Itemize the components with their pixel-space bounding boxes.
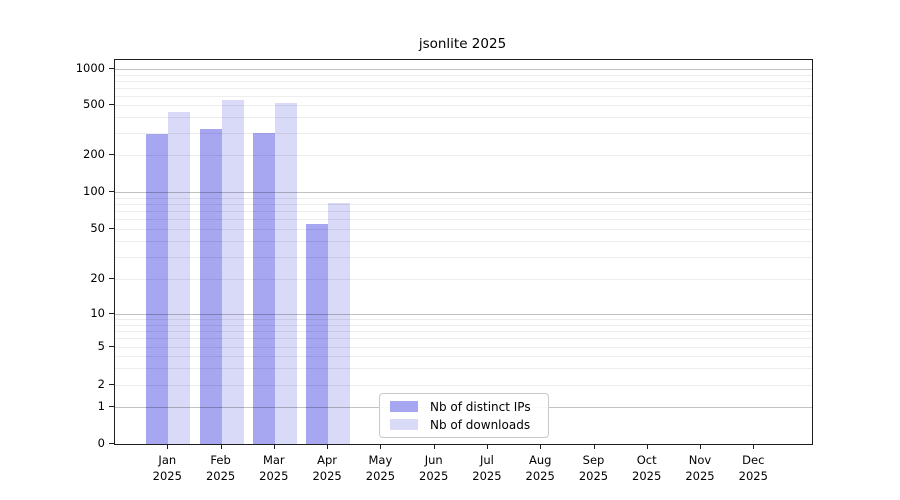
x-tick-mark [327,444,329,449]
x-tick-mark [753,444,755,449]
bar-distinct-ips [252,132,275,444]
bar-downloads [274,102,297,444]
legend-row: Nb of downloads [380,418,548,432]
x-tick-mark [380,444,382,449]
y-tick-label: 5 [97,339,105,353]
x-tick-mark [220,444,222,449]
y-tick-mark [109,154,114,155]
y-tick-mark [109,68,114,69]
y-tick-label: 1000 [75,61,105,75]
y-tick-label: 0 [97,436,105,450]
legend-swatch-icon [390,419,418,430]
x-tick-mark [700,444,701,449]
x-tick-mark [593,444,595,449]
y-tick-mark [109,406,114,407]
x-tick-label: Oct 2025 [632,453,662,483]
x-tick-label: Aug 2025 [525,453,555,483]
chart-title: jsonlite 2025 [418,36,507,52]
x-tick-label: Feb 2025 [205,453,236,483]
x-tick-mark [646,444,648,449]
x-tick-label: Nov 2025 [685,453,715,483]
y-tick-mark [109,443,114,444]
x-tick-label: Mar 2025 [259,453,289,483]
y-tick-label: 10 [90,306,105,320]
x-tick-label: Jan 2025 [152,453,182,483]
y-tick-label: 50 [90,221,105,235]
y-tick-mark [109,313,114,314]
y-tick-mark [109,228,114,229]
bar-distinct-ips [199,129,222,444]
x-tick-mark [167,444,169,449]
x-tick-mark [486,444,488,449]
y-tick-label: 1 [97,399,105,413]
legend-swatch-icon [390,401,418,412]
x-tick-label: May 2025 [365,453,396,483]
y-tick-mark [109,191,114,192]
x-tick-label: Sep 2025 [578,453,609,483]
x-tick-mark [273,444,275,449]
x-tick-label: Dec 2025 [738,453,768,483]
y-tick-label: 2 [97,377,105,391]
x-tick-label: Apr 2025 [312,453,342,483]
x-tick-mark [540,444,542,449]
y-tick-mark [109,104,114,105]
legend-label: Nb of downloads [430,417,531,432]
legend: Nb of distinct IPs Nb of downloads [379,393,549,438]
bars-layer [115,60,812,444]
x-tick-mark [433,444,435,449]
bar-distinct-ips [146,133,169,444]
x-tick-label: Jul 2025 [472,453,502,483]
bar-downloads [168,112,191,444]
y-tick-mark [109,278,114,279]
y-tick-label: 200 [83,147,105,161]
y-tick-mark [109,384,114,385]
y-tick-label: 20 [90,271,105,285]
plot-area: Nb of distinct IPs Nb of downloads [114,59,813,445]
y-tick-label: 100 [83,184,105,198]
y-tick-mark [109,346,114,347]
legend-label: Nb of distinct IPs [430,399,531,414]
bar-downloads [221,100,244,444]
y-tick-label: 500 [83,97,105,111]
bar-distinct-ips [306,223,329,444]
bar-downloads [328,202,351,444]
legend-row: Nb of distinct IPs [380,400,548,414]
x-tick-label: Jun 2025 [419,453,449,483]
